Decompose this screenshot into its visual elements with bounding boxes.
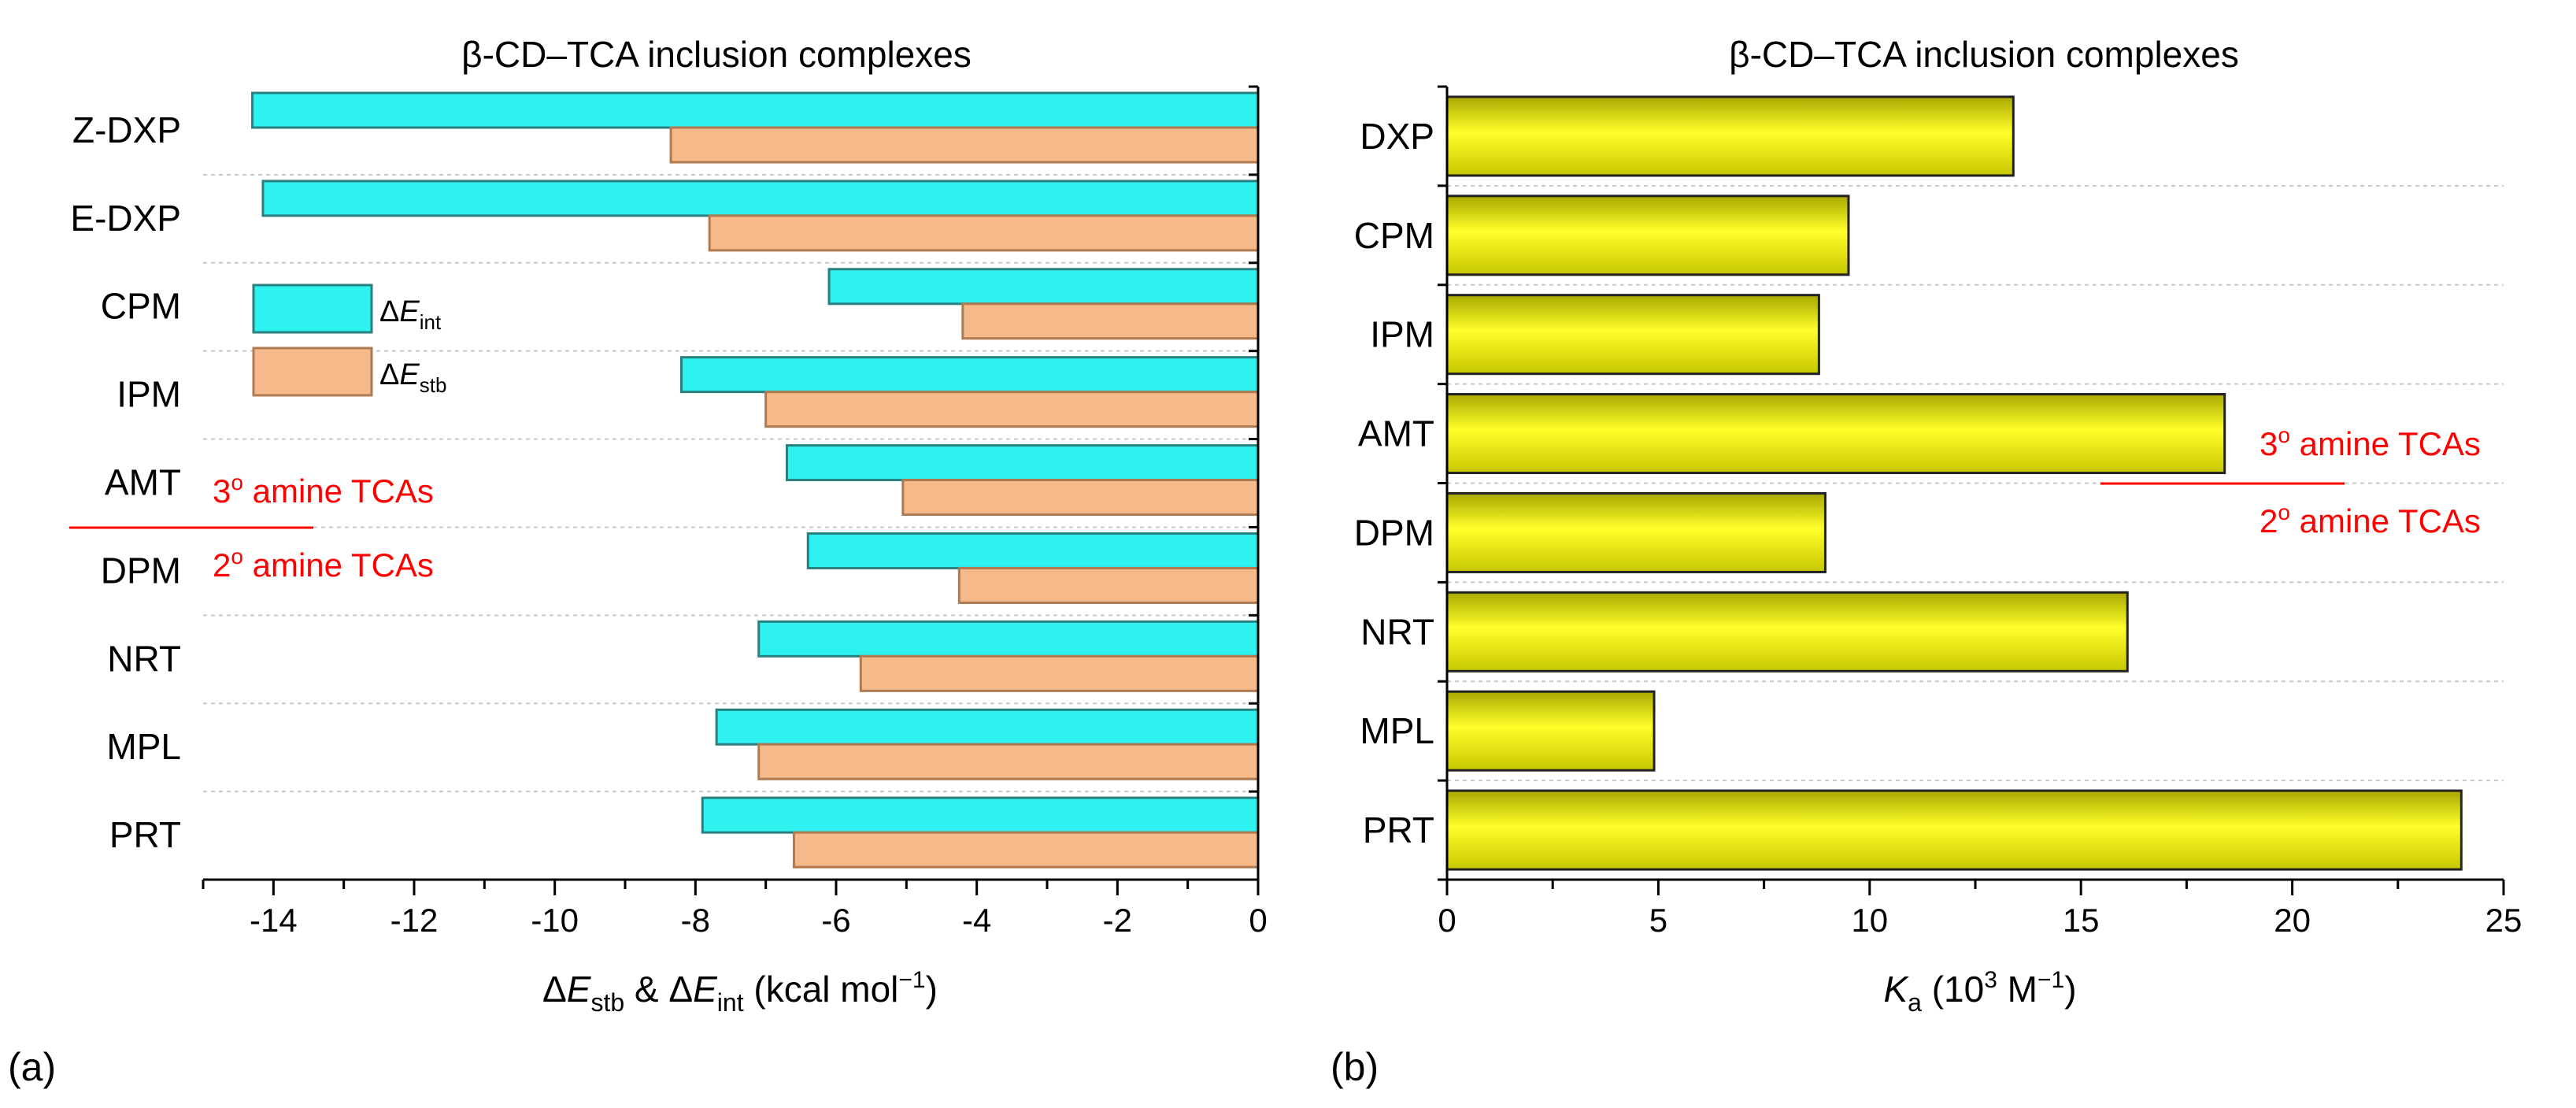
x-tick-label: -2: [1103, 902, 1132, 939]
panel-b-title: β-CD–TCA inclusion complexes: [1729, 34, 2239, 75]
category-label-dpm: DPM: [101, 550, 181, 591]
bar-int-z-dxp: [251, 91, 1260, 129]
x-tick-label: -6: [821, 902, 850, 939]
x-tick-label-b: 0: [1438, 902, 1456, 939]
bar-ka-prt: [1445, 789, 2463, 871]
category-label-b-prt: PRT: [1363, 810, 1434, 850]
x-tick-label-b: 25: [2485, 902, 2522, 939]
panel-a-xlabel: ΔEstb & ΔEint (kcal mol−1): [542, 967, 938, 1017]
panel-a-amine-annotation: 3o amine TCAs 2o amine TCAs: [69, 470, 434, 584]
legend-int-swatch: [252, 283, 373, 334]
panel-a-axes: -14 -12 -10 -8 -6 -4 -2 0: [202, 85, 1268, 939]
panel-b-xlabel: Ka (103 M−1): [1883, 967, 2076, 1017]
bar-ka-mpl: [1445, 690, 1656, 772]
bar-int-e-dxp: [261, 180, 1260, 217]
category-label-b-nrt: NRT: [1360, 611, 1434, 652]
bar-int-mpl: [715, 708, 1260, 746]
bar-ka-nrt: [1445, 591, 2129, 673]
bar-ka-dpm: [1445, 491, 1827, 573]
panel-b-bars: [1445, 95, 2463, 871]
panel-a-title: β-CD–TCA inclusion complexes: [461, 34, 972, 75]
x-tick-label: -10: [531, 902, 579, 939]
annotation-secondary-amine: 2o amine TCAs: [213, 544, 434, 584]
x-tick-label: -12: [390, 902, 439, 939]
bar-int-nrt: [757, 620, 1260, 658]
panel-b: β-CD–TCA inclusion complexes DXP CPM IPM AM…: [1331, 34, 2522, 1089]
legend-stb-swatch: [252, 346, 373, 397]
panel-b-gridlines: [1447, 184, 2504, 782]
category-label-e-dxp: E-DXP: [70, 198, 181, 239]
bar-stb-dpm: [957, 566, 1260, 604]
category-label-nrt: NRT: [107, 638, 181, 679]
category-label-amt: AMT: [105, 462, 181, 503]
bar-int-cpm: [827, 268, 1260, 306]
bar-stb-z-dxp: [669, 126, 1260, 164]
panel-a-bars: [251, 91, 1260, 869]
annotation-tertiary-amine: 3o amine TCAs: [213, 470, 434, 510]
panel-b-amine-annotation: 3o amine TCAs 2o amine TCAs: [2100, 423, 2481, 539]
bar-int-amt: [785, 444, 1260, 482]
x-tick-label-b: 20: [2274, 902, 2311, 939]
category-label-b-amt: AMT: [1358, 413, 1434, 454]
bar-stb-ipm: [764, 391, 1260, 428]
legend-stb-label: ΔEstb: [379, 358, 446, 397]
bar-int-ipm: [679, 356, 1260, 394]
category-label-prt: PRT: [109, 814, 181, 855]
panel-a-gridlines: [203, 173, 1258, 793]
bar-stb-mpl: [757, 743, 1260, 780]
panel-b-axes: 0 5 10 15 20 25: [1438, 85, 2522, 939]
bar-ka-amt: [1445, 393, 2226, 475]
category-label-b-dxp: DXP: [1360, 116, 1434, 157]
bar-stb-e-dxp: [708, 214, 1260, 252]
x-tick-label-b: 10: [1851, 902, 1888, 939]
bar-stb-prt: [792, 831, 1260, 869]
bar-int-prt: [701, 796, 1260, 834]
bar-ka-cpm: [1445, 195, 1850, 276]
legend-int-label: ΔEint: [379, 295, 442, 334]
bar-ka-dxp: [1445, 95, 2015, 177]
category-label-mpl: MPL: [106, 726, 181, 767]
panel-a-category-labels: Z-DXP E-DXP CPM IPM AMT DPM NRT MPL PRT: [70, 109, 181, 855]
x-tick-label: 0: [1249, 902, 1267, 939]
x-tick-label: -8: [681, 902, 710, 939]
panel-b-label: (b): [1331, 1045, 1379, 1089]
bar-stb-cpm: [961, 302, 1260, 340]
bar-int-dpm: [806, 532, 1260, 569]
panel-a-label: (a): [8, 1045, 56, 1089]
annotation-tertiary-amine-b: 3o amine TCAs: [2260, 423, 2481, 462]
panel-b-category-labels: DXP CPM IPM AMT DPM NRT MPL PRT: [1354, 116, 1434, 850]
bar-ka-ipm: [1445, 294, 1820, 376]
x-tick-label: -4: [962, 902, 991, 939]
category-label-b-ipm: IPM: [1370, 314, 1434, 355]
annotation-secondary-amine-b: 2o amine TCAs: [2260, 500, 2481, 539]
x-tick-label-b: 5: [1649, 902, 1667, 939]
x-tick-label-b: 15: [2063, 902, 2100, 939]
bar-stb-amt: [901, 479, 1260, 517]
category-label-b-mpl: MPL: [1360, 710, 1434, 751]
category-label-b-dpm: DPM: [1354, 512, 1434, 553]
panel-a: β-CD–TCA inclusion complexes Z-DXP E-DXP C…: [8, 34, 1268, 1089]
x-tick-label: -14: [250, 902, 298, 939]
category-label-z-dxp: Z-DXP: [72, 109, 181, 150]
category-label-b-cpm: CPM: [1354, 215, 1434, 256]
category-label-ipm: IPM: [117, 374, 181, 415]
bar-stb-nrt: [859, 654, 1260, 692]
category-label-cpm: CPM: [101, 286, 181, 327]
panel-a-legend: ΔEint ΔEstb: [252, 283, 446, 397]
